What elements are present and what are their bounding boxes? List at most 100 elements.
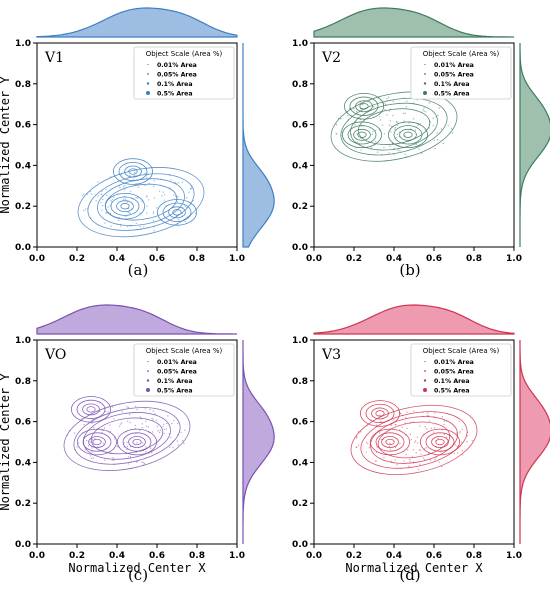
hotspot-contour — [399, 128, 417, 141]
hotspot-contour — [77, 428, 118, 456]
object-point — [106, 194, 108, 196]
x-tick-label: 0.8 — [189, 551, 205, 561]
object-point — [177, 195, 179, 198]
object-point — [386, 98, 388, 100]
object-point — [147, 173, 149, 176]
panel-v3: 0.0 0.2 0.4 0.6 0.8 1.0 0.0 0.2 0.4 0.6 0.8 1.0 V3 Ob… — [292, 304, 550, 584]
legend: Object Scale (Area %) 0.01% Area 0.05% Are… — [410, 46, 512, 100]
object-point — [428, 420, 430, 422]
object-point — [163, 432, 165, 435]
x-tick-label: 1.0 — [229, 551, 245, 561]
object-point — [390, 125, 392, 128]
object-point — [368, 446, 370, 449]
y-tick-label: 0.8 — [15, 377, 31, 387]
object-point — [471, 440, 474, 442]
object-point — [136, 460, 138, 462]
density-contour — [77, 167, 205, 238]
object-point — [461, 449, 464, 452]
object-point — [181, 206, 184, 209]
object-point — [428, 127, 430, 129]
object-point — [68, 430, 71, 432]
hotspot-contour — [431, 436, 449, 448]
hotspot-contour — [156, 199, 197, 226]
object-point — [392, 114, 394, 117]
object-point — [123, 446, 125, 448]
legend-marker — [424, 370, 426, 372]
marginal-x-density — [313, 304, 515, 335]
object-point — [92, 457, 95, 459]
object-point — [410, 439, 412, 441]
legend-marker — [146, 379, 150, 382]
x-tick-label: 0.6 — [149, 551, 165, 561]
object-point — [427, 452, 430, 455]
object-point — [126, 445, 129, 448]
object-point — [362, 108, 364, 110]
object-point — [428, 123, 431, 126]
object-point — [177, 444, 179, 446]
object-point — [430, 427, 433, 430]
x-tick-label: 0.6 — [426, 551, 442, 561]
object-point — [124, 198, 127, 200]
hotspot-contour — [88, 436, 106, 448]
object-point — [143, 226, 145, 228]
legend-entry: 0.01% Area — [434, 62, 474, 69]
object-point — [154, 413, 156, 415]
hotspot-contour — [76, 399, 106, 419]
object-point — [145, 212, 148, 214]
object-point — [408, 122, 410, 124]
object-point — [144, 408, 147, 410]
object-point — [360, 431, 362, 433]
y-tick-label: 0.2 — [292, 202, 308, 212]
object-point — [337, 117, 340, 120]
object-point — [348, 108, 351, 110]
object-point — [372, 130, 374, 133]
object-point — [113, 436, 116, 438]
object-point — [145, 446, 147, 448]
object-point — [419, 425, 421, 427]
object-point — [432, 124, 434, 127]
x-axis-title: Normalized Center X — [345, 561, 483, 575]
object-point — [126, 448, 128, 451]
object-point — [146, 205, 148, 208]
y-tick-label: 1.0 — [292, 336, 308, 346]
object-point — [105, 188, 107, 191]
object-point — [405, 453, 407, 456]
y-tick-label: 0.4 — [292, 161, 308, 171]
object-point — [435, 456, 437, 459]
object-point — [390, 424, 393, 427]
object-point — [142, 449, 145, 451]
object-point — [382, 438, 384, 440]
object-point — [145, 196, 148, 198]
y-tick-label: 0.2 — [15, 202, 31, 212]
legend: Object Scale (Area %) 0.01% Area 0.05% Are… — [133, 343, 235, 397]
object-point — [91, 422, 93, 425]
object-point — [399, 150, 401, 152]
legend: Object Scale (Area %) 0.01% Area 0.05% Are… — [410, 343, 512, 397]
object-point — [388, 124, 390, 126]
object-point — [342, 137, 345, 140]
object-point — [148, 431, 151, 434]
object-point — [370, 419, 372, 421]
object-point — [356, 436, 358, 438]
object-point — [120, 225, 122, 227]
object-point — [425, 446, 427, 449]
object-point — [91, 438, 94, 441]
object-point — [109, 176, 112, 178]
object-point — [169, 214, 171, 216]
object-point — [109, 424, 111, 426]
object-point — [437, 437, 439, 440]
object-point — [141, 423, 143, 425]
object-point — [396, 121, 398, 123]
object-point — [366, 424, 368, 426]
object-point — [413, 410, 415, 412]
object-point — [184, 220, 186, 223]
hotspot-contour — [172, 209, 182, 216]
object-point — [173, 419, 175, 422]
object-point — [113, 463, 116, 466]
panel-label: V2 — [321, 50, 341, 66]
object-point — [84, 208, 87, 211]
hotspot-contour — [403, 131, 413, 138]
object-point — [360, 137, 362, 139]
object-point — [126, 201, 129, 203]
object-point — [124, 185, 126, 187]
